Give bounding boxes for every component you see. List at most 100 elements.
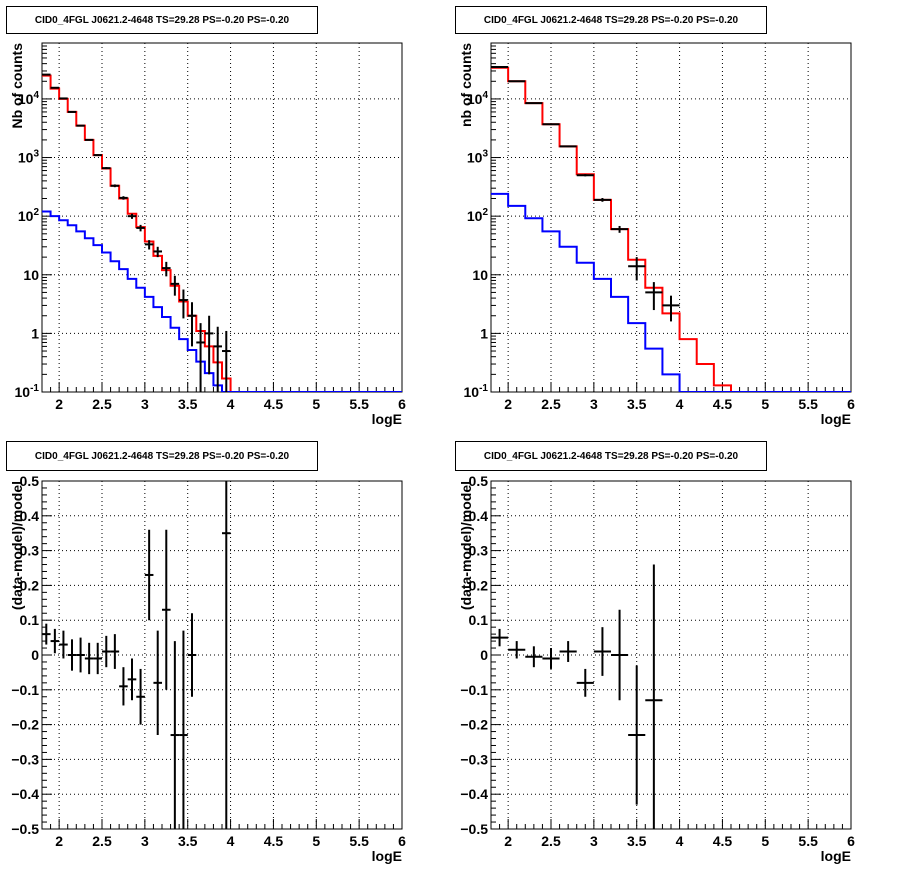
x-tick-label: 4: [227, 833, 235, 849]
data-point: [204, 315, 214, 375]
data-group: [42, 481, 231, 829]
x-tick-label: 2: [504, 833, 512, 849]
data-group: [42, 73, 402, 392]
data-point: [628, 257, 646, 281]
data-point: [50, 628, 60, 654]
data-point: [179, 289, 188, 319]
x-tick-label: 5: [761, 396, 769, 412]
y-tick-label: 0.1: [469, 612, 489, 628]
data-point: [611, 609, 629, 701]
chart-title: CID0_4FGL J0621.2-4648 TS=29.28 PS=-0.20…: [6, 6, 318, 34]
x-tick-label: 6: [847, 833, 855, 849]
x-tick-label: 2: [504, 396, 512, 412]
data-point: [525, 102, 543, 105]
data-point: [559, 641, 577, 662]
x-tick-label: 3: [141, 396, 149, 412]
pad-bottom-right: CID0_4FGL J0621.2-4648 TS=29.28 PS=-0.20…: [449, 437, 898, 875]
x-tick-label: 6: [847, 396, 855, 412]
y-tick-label: 0.3: [469, 543, 489, 559]
y-tick-label: 104: [467, 90, 489, 107]
data-point: [662, 295, 680, 322]
data-group: [491, 66, 851, 392]
x-tick-label: 3: [590, 833, 598, 849]
x-tick-label: 2: [55, 833, 63, 849]
y-tick-label: −0.2: [460, 717, 488, 733]
data-point: [576, 668, 594, 697]
data-point: [84, 642, 94, 675]
x-tick-label: 5: [312, 396, 320, 412]
data-point: [213, 326, 222, 392]
x-tick-label: 3.5: [627, 396, 647, 412]
y-tick-label: 1: [480, 325, 488, 341]
x-tick-label: 4.5: [713, 833, 733, 849]
x-axis-title: logE: [821, 411, 851, 427]
data-point: [76, 124, 85, 127]
data-point: [170, 641, 180, 829]
chart-svg: 2 2.5 3 3.5 4 4.5 5 5.5 6 −0.5 −0.4 −0.3 −0.2 −0.1 0 0.…: [9, 473, 406, 864]
y-tick-label: −0.5: [11, 821, 39, 837]
x-tick-label: 5: [761, 833, 769, 849]
x-tick-label: 5.5: [798, 833, 818, 849]
data-point: [67, 639, 77, 671]
data-point: [127, 658, 137, 701]
data-point: [144, 529, 154, 621]
x-tick-label: 5: [312, 833, 320, 849]
y-tick-label: 0.4: [20, 508, 40, 524]
data-point: [196, 323, 205, 392]
data-point: [110, 634, 120, 669]
y-axis-title: nb of counts: [458, 43, 474, 127]
chart-svg: 2 2.5 3 3.5 4 4.5 5 5.5 6 10-1 1 10 102 103 104 logE nb …: [458, 42, 855, 427]
y-tick-label: −0.3: [460, 751, 488, 767]
data-point: [102, 635, 111, 668]
data-point: [508, 641, 526, 659]
data-point: [542, 648, 560, 669]
x-tick-label: 3: [590, 396, 598, 412]
data-point: [491, 628, 509, 647]
x-tick-label: 5.5: [798, 396, 818, 412]
data-point: [593, 198, 611, 202]
y-tick-label: 10: [472, 267, 488, 283]
data-point: [187, 613, 197, 697]
data-point: [136, 668, 145, 725]
pad-top-left: CID0_4FGL J0621.2-4648 TS=29.28 PS=-0.20…: [0, 0, 449, 437]
y-tick-label: 0.4: [469, 508, 489, 524]
data-point: [645, 564, 663, 829]
y-axis-title: Nb of counts: [9, 43, 25, 129]
x-tick-label: 4.5: [264, 833, 284, 849]
data-point: [42, 623, 51, 645]
x-tick-label: 4: [676, 396, 684, 412]
x-tick-label: 2.5: [541, 833, 561, 849]
pad-top-right: CID0_4FGL J0621.2-4648 TS=29.28 PS=-0.20…: [449, 0, 898, 437]
data-point: [84, 138, 94, 141]
grid: [42, 43, 402, 392]
data-point: [222, 330, 231, 392]
y-tick-label: −0.4: [460, 786, 488, 802]
x-tick-label: 6: [398, 396, 406, 412]
data-point: [525, 646, 543, 668]
y-tick-label: −0.3: [11, 751, 39, 767]
data-point: [119, 667, 128, 706]
y-tick-label: 102: [467, 207, 489, 224]
y-tick-label: 0: [480, 647, 488, 663]
data-point: [559, 145, 577, 148]
data-point: [645, 282, 663, 311]
data-point: [59, 630, 68, 659]
data-point: [170, 275, 180, 296]
x-tick-label: 2.5: [92, 833, 112, 849]
x-tick-label: 4.5: [264, 396, 284, 412]
y-tick-label: 10-1: [15, 383, 40, 400]
x-axis-title: logE: [372, 411, 402, 427]
y-tick-label: 0.1: [20, 612, 40, 628]
x-tick-label: 4: [676, 833, 684, 849]
y-tick-label: 0: [31, 647, 39, 663]
plot-frame: [490, 42, 852, 393]
y-tick-label: −0.1: [460, 682, 488, 698]
y-tick-label: 103: [18, 149, 40, 166]
x-tick-label: 5.5: [349, 833, 369, 849]
data-point: [593, 627, 611, 676]
y-tick-label: 103: [467, 149, 489, 166]
data-point: [179, 630, 188, 829]
x-axis-title: logE: [821, 848, 851, 864]
y-tick-label: 0.2: [469, 577, 489, 593]
y-tick-label: 0.5: [469, 473, 489, 489]
